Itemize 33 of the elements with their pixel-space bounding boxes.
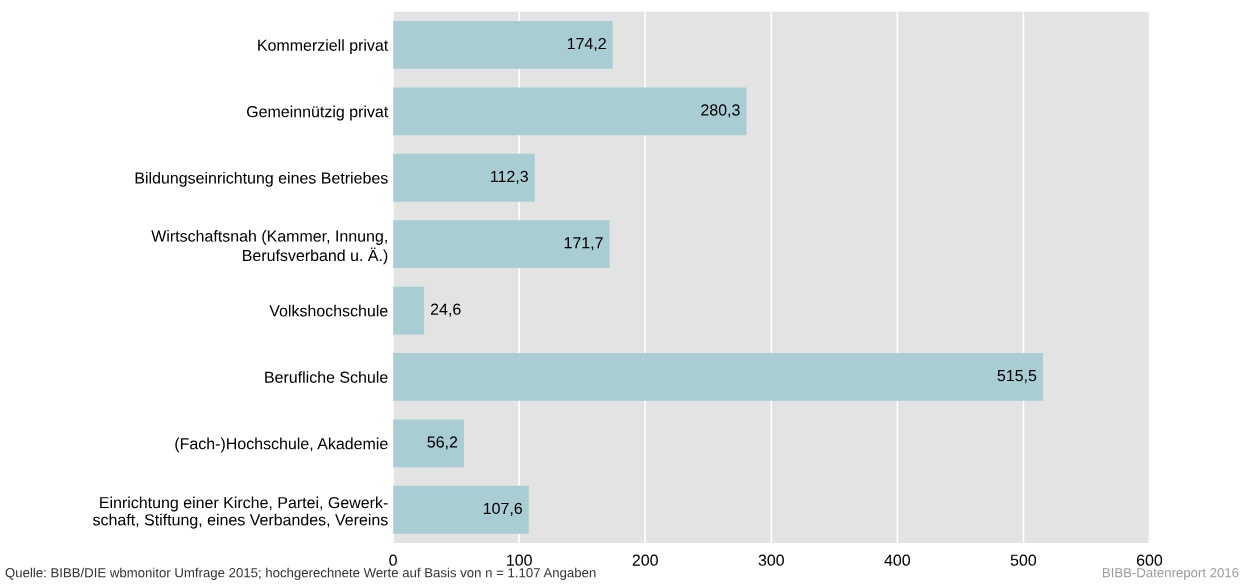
bar — [393, 21, 613, 69]
x-tick-label: 100 — [507, 554, 532, 566]
y-tick-label: Volkshochschule — [269, 304, 388, 317]
y-tick-label: Kommerziell privat — [258, 39, 389, 55]
x-tick-label: 500 — [1010, 554, 1037, 566]
data-label: 107,6 — [483, 502, 522, 516]
y-tick-label: Gemeinnützig privat — [247, 105, 389, 121]
bar — [393, 87, 747, 136]
x-tick-label: 400 — [884, 554, 911, 566]
y-tick-label: Bildungseinrichtung eines Betriebes — [135, 171, 388, 187]
data-label: 515,5 — [997, 370, 1037, 384]
bar — [393, 485, 529, 534]
source-note: Quelle: BIBB/DIE wbmonitor Umfrage 2015; hochgerechnete Werte auf Basis von n = 1.107 Angaben — [5, 567, 596, 580]
data-label: 112,3 — [491, 170, 528, 184]
y-tick-label: (Fach-)Hochschule, Akademie — [175, 437, 388, 453]
y-tick-label: Berufliche Schule — [265, 371, 388, 383]
bar — [393, 419, 464, 468]
text: BIBB-Datenreport 2016 — [1102, 568, 1239, 580]
y-tick-label: Wirtschaftsnah (Kammer, Innung, Berufsverband u. Ä.) — [151, 230, 388, 265]
x-tick-label: 200 — [632, 554, 658, 566]
data-label: 280,3 — [701, 104, 740, 118]
x-tick-label: 0 — [389, 554, 397, 566]
x-tick-label: 300 — [758, 554, 784, 566]
data-label: 56,2 — [427, 436, 458, 450]
bar — [393, 220, 610, 269]
y-tick-label: Einrichtung einer Kirche, Partei, Gewerk- schaft, Stiftung, eines Verbandes, Vereins — [93, 496, 388, 529]
bar — [393, 153, 535, 202]
bar — [393, 286, 425, 335]
data-label: 171,7 — [564, 237, 603, 251]
data-label: 174,2 — [567, 37, 606, 52]
data-label: 24,6 — [430, 303, 461, 317]
x-tick-label: 600 — [1136, 554, 1163, 566]
bar — [393, 353, 1043, 401]
